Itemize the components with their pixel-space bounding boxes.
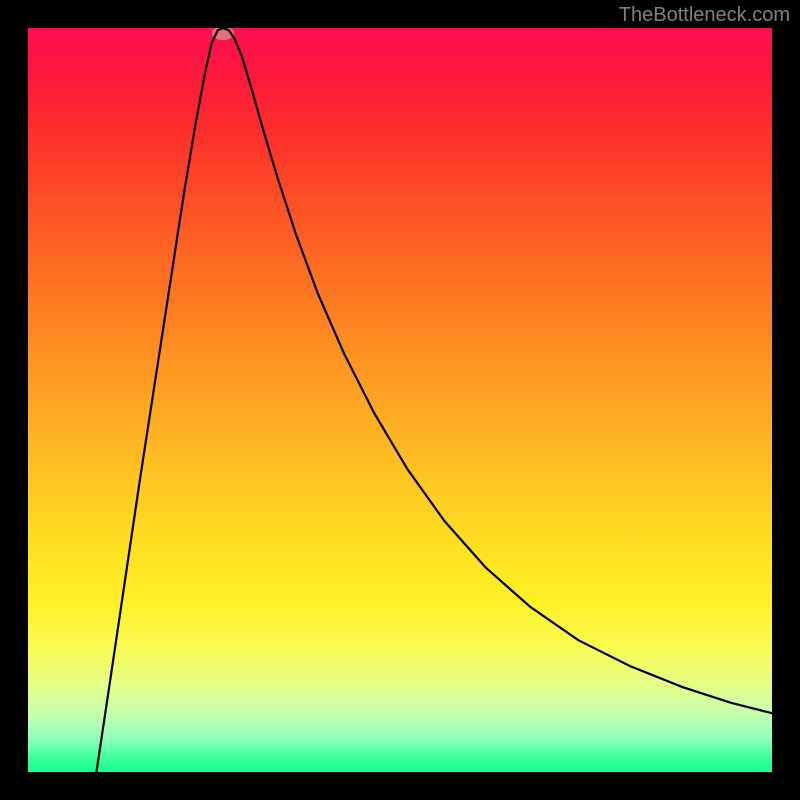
- chart-container: TheBottleneck.com: [0, 0, 800, 800]
- chart-plot-area: [28, 28, 772, 772]
- watermark-text: TheBottleneck.com: [619, 4, 790, 27]
- chart-svg: [28, 28, 772, 772]
- gradient-background: [28, 28, 772, 772]
